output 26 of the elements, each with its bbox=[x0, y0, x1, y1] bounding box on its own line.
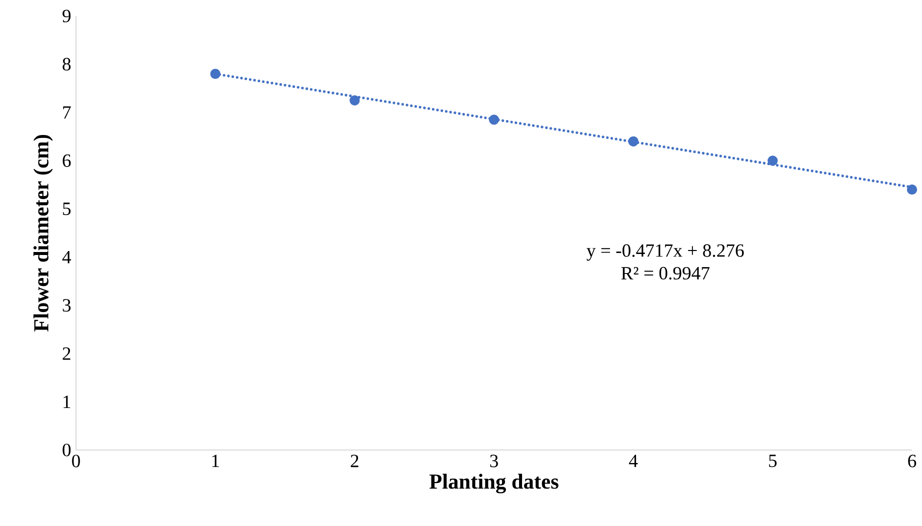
annotation: y = -0.4717x + 8.276 bbox=[586, 244, 744, 261]
y-tick-label: 4 bbox=[62, 250, 72, 264]
y-tick-label: 0 bbox=[62, 444, 71, 456]
y-tick-label: 7 bbox=[63, 106, 71, 119]
y-tick-label: 5 bbox=[63, 202, 71, 216]
point bbox=[488, 114, 500, 125]
point bbox=[350, 95, 360, 106]
y-axis-title: Flower diameter (cm) bbox=[33, 135, 53, 332]
x-tick-label: 4 bbox=[629, 454, 638, 467]
point bbox=[628, 136, 638, 146]
y-tick-label: 2 bbox=[62, 347, 70, 360]
point bbox=[210, 68, 220, 79]
x-tick-label: 3 bbox=[490, 454, 498, 468]
annotation: R² = 0.9947 bbox=[621, 266, 710, 280]
y-tick-label: 8 bbox=[62, 58, 71, 71]
point bbox=[768, 156, 778, 166]
x-tick-label: 2 bbox=[350, 454, 358, 468]
x-axis-title: Planting dates bbox=[429, 474, 558, 494]
y-tick-label: 3 bbox=[62, 299, 71, 312]
y-tick-label: 6 bbox=[62, 154, 71, 167]
x-tick-label: 5 bbox=[769, 454, 777, 468]
x-tick-label: 1 bbox=[212, 454, 219, 468]
y-tick-label: 1 bbox=[64, 396, 70, 408]
x-tick-label: 0 bbox=[72, 454, 80, 468]
y-tick-label: 9 bbox=[62, 10, 71, 22]
x-tick-label: 6 bbox=[908, 454, 916, 468]
